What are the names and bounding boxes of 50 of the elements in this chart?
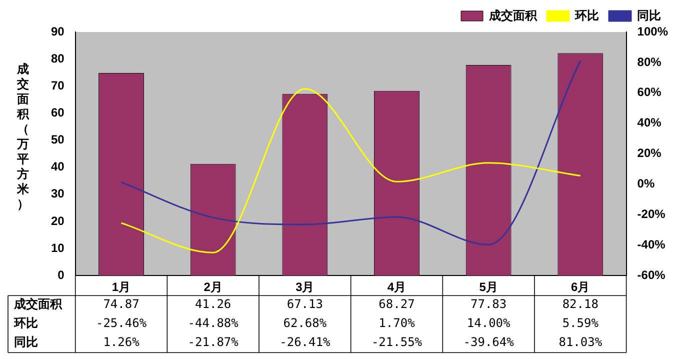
- data-label: 67.13: [286, 297, 323, 312]
- y-tick-label: 60: [50, 106, 65, 120]
- y2-tick-label: -40%: [637, 237, 666, 252]
- data-label: 82.18: [562, 297, 598, 312]
- legend-label: 同比: [637, 8, 661, 22]
- text: 同比: [14, 335, 38, 350]
- data-label: -21.55%: [371, 335, 423, 350]
- y2-tick-label: -20%: [637, 207, 666, 222]
- data-label: -39.64%: [463, 335, 515, 350]
- y2-tick-label: 20%: [637, 146, 662, 160]
- data-label: 5.59%: [562, 316, 600, 330]
- y2-tick-label: 40%: [637, 116, 662, 130]
- data-label: 14.00%: [466, 316, 512, 330]
- data-label: 74.87: [103, 297, 140, 312]
- legend-label: 环比: [574, 8, 599, 22]
- data-label: 68.27: [378, 297, 415, 312]
- y2-tick-label: 60%: [637, 85, 662, 100]
- text: 成交面积: [14, 297, 62, 312]
- legend-label: 成交面积: [488, 8, 538, 22]
- data-label: -26.41%: [280, 335, 331, 350]
- x-tick-label: 1月: [112, 280, 131, 294]
- y-tick-label: 50: [50, 132, 65, 147]
- y-tick-label: 20: [50, 214, 65, 228]
- data-label: -44.88%: [188, 316, 240, 330]
- data-label: 1.70%: [378, 316, 416, 330]
- y-tick-label: 40: [50, 160, 65, 174]
- x-tick-label: 3月: [296, 280, 314, 294]
- x-tick-label: 5月: [479, 280, 498, 294]
- y2-tick-label: 0%: [637, 176, 655, 191]
- y2-tick-label: 100%: [637, 24, 668, 38]
- y-tick-label: 0: [58, 268, 65, 282]
- data-label: 77.83: [470, 297, 507, 312]
- data-label: 81.03%: [558, 335, 603, 350]
- y-tick-label: 70: [50, 78, 65, 92]
- y-tick-label: 30: [50, 186, 65, 201]
- data-label: -21.87%: [188, 335, 240, 350]
- y2-tick-label: 80%: [637, 54, 662, 69]
- x-tick-label: 2月: [204, 280, 222, 294]
- x-tick-label: 4月: [387, 280, 406, 294]
- text: 环比: [14, 316, 38, 330]
- y-tick-label: 90: [50, 24, 65, 38]
- y-tick-label: 10: [50, 240, 65, 255]
- data-label: 1.26%: [103, 335, 140, 350]
- data-label: -25.46%: [96, 316, 148, 330]
- data-label: 62.68%: [283, 316, 328, 330]
- text: 成交面积（万平方米）: [17, 62, 29, 211]
- y2-tick-label: -60%: [637, 268, 666, 282]
- y-tick-label: 80: [50, 51, 65, 66]
- data-label: 41.26: [195, 297, 232, 312]
- x-tick-label: 6月: [571, 280, 590, 294]
